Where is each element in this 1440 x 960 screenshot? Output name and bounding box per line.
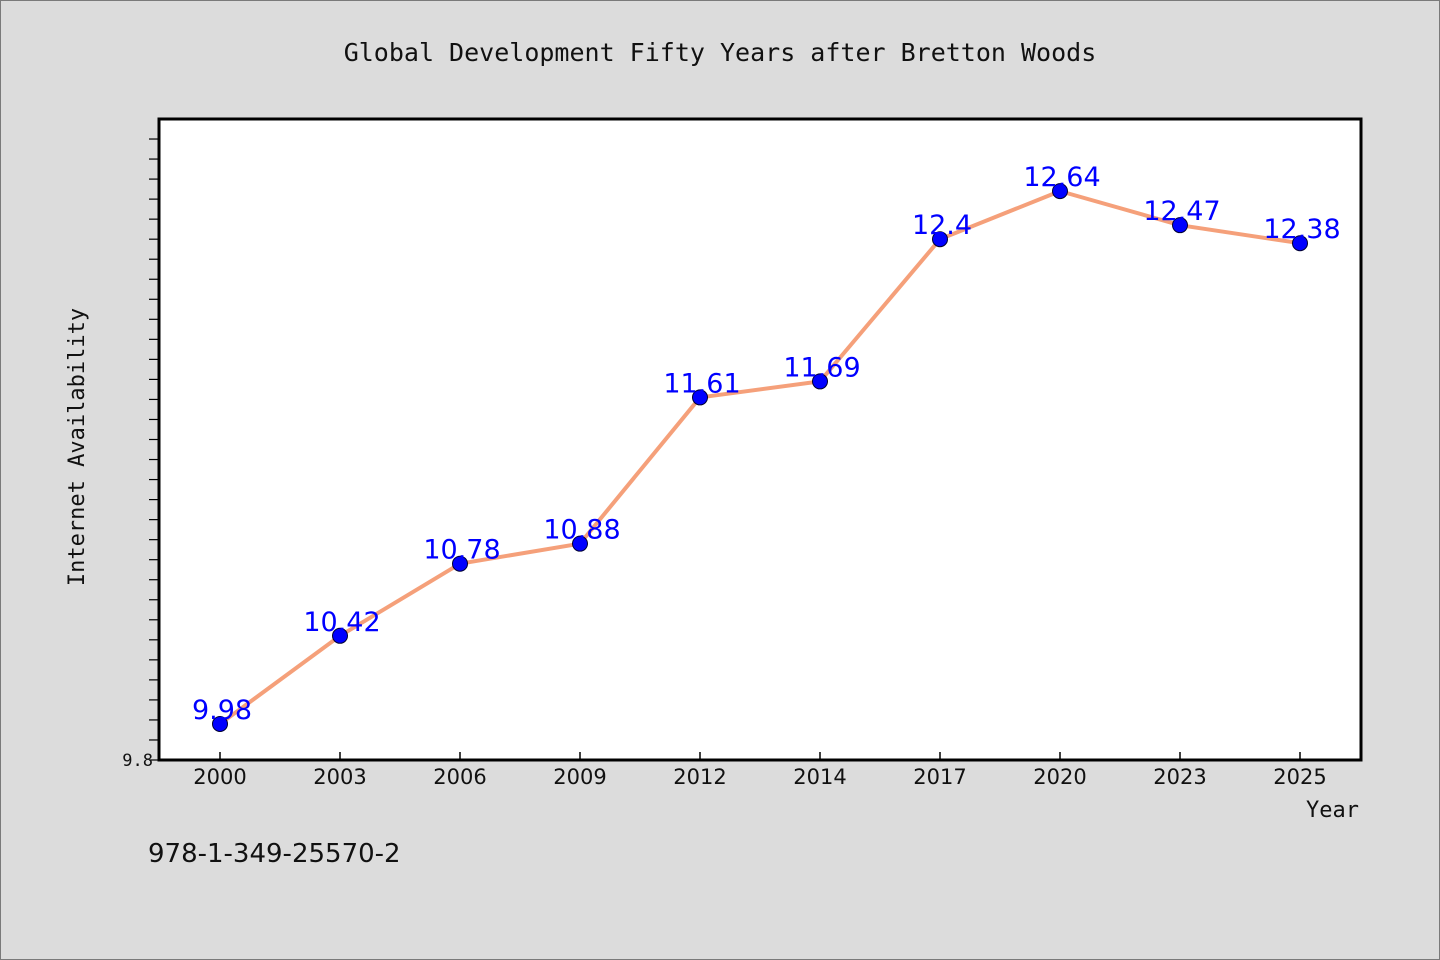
x-tick-label: 2020	[1033, 765, 1086, 789]
data-point	[1172, 217, 1188, 234]
data-label: 12.4	[912, 210, 972, 241]
data-label: 10.88	[543, 515, 620, 546]
plot-area	[157, 117, 1363, 762]
chart-title: Global Development Fifty Years after Bre…	[344, 38, 1097, 67]
data-label: 12.38	[1263, 214, 1340, 245]
y-axis-label: Internet Availability	[65, 308, 90, 586]
data-label: 10.78	[423, 535, 500, 566]
data-point	[572, 535, 588, 552]
x-tick-label: 2006	[433, 765, 486, 789]
x-tick-label: 2014	[793, 765, 846, 789]
x-tick-label: 2000	[193, 765, 246, 789]
data-point	[1292, 235, 1308, 252]
data-label: 9.98	[192, 695, 252, 726]
data-labels: 9.98 10.42 10.78 10.88 11.61 11.69 12.4 12.64 12…	[192, 162, 1341, 726]
x-tick-label: 2025	[1273, 765, 1326, 789]
data-point	[452, 555, 468, 572]
x-tick-label: 2012	[673, 765, 726, 789]
x-axis-label: Year	[1306, 798, 1359, 823]
data-label: 10.42	[303, 607, 380, 638]
x-tick-labels: 2000 2003 2006 2009 2012 2014 2017 2020 2023 2025	[193, 765, 1326, 789]
data-point	[1052, 183, 1068, 200]
x-axis-ticks	[219, 752, 1301, 760]
x-tick-label: 2017	[913, 765, 966, 789]
x-tick-label: 2009	[553, 765, 606, 789]
series-line	[218, 189, 1302, 726]
footer-isbn: 978-1-349-25570-2	[148, 839, 401, 869]
data-point	[932, 231, 948, 248]
y-tick-label: 9.8	[122, 751, 153, 771]
x-tick-label: 2003	[313, 765, 366, 789]
data-label: 12.47	[1143, 196, 1220, 227]
y-axis-minor-ticks	[149, 138, 159, 761]
data-point	[332, 627, 348, 644]
series-markers	[212, 183, 1308, 732]
data-point	[692, 389, 708, 406]
data-label: 11.69	[783, 352, 860, 383]
data-point	[212, 715, 228, 732]
data-label: 12.64	[1023, 162, 1100, 193]
data-point	[812, 373, 828, 390]
data-label: 11.61	[663, 368, 740, 399]
x-tick-label: 2023	[1153, 765, 1206, 789]
